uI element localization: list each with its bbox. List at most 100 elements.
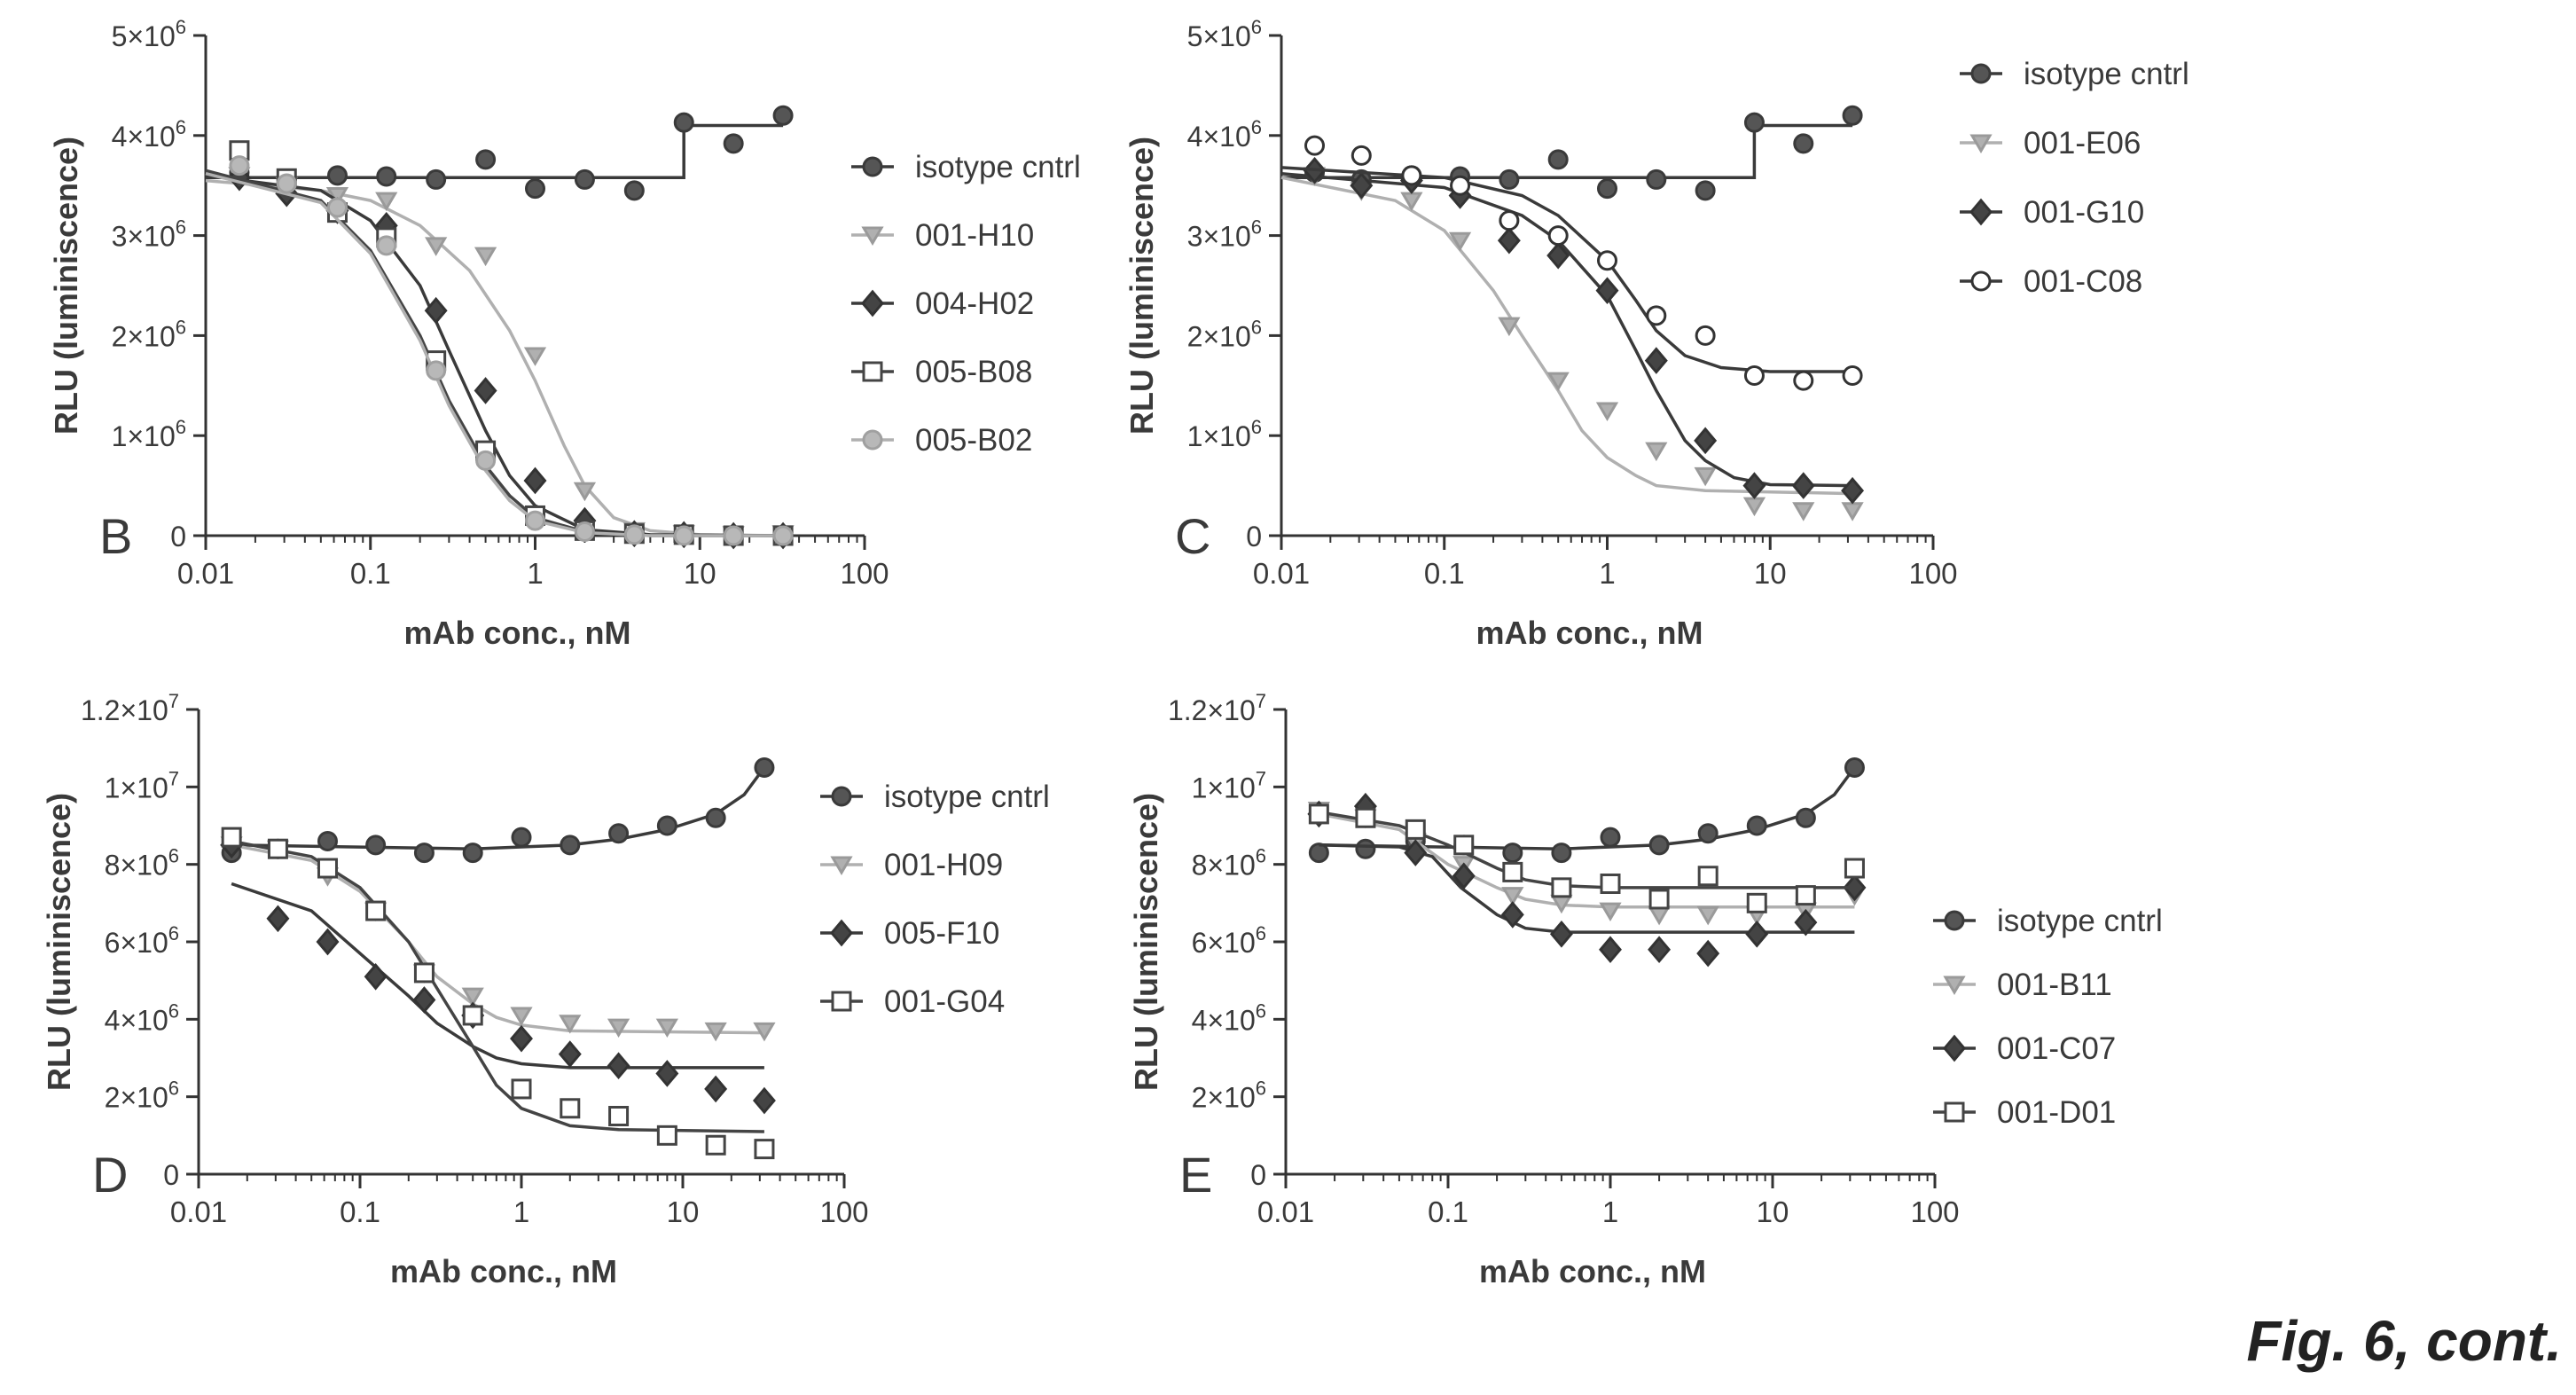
- data-point: [267, 838, 288, 859]
- data-point: [608, 823, 630, 844]
- data-point: [1697, 866, 1719, 887]
- legend-entry-005-b02: 005-B02: [851, 423, 1032, 458]
- panel-label: D: [92, 1147, 128, 1203]
- data-point: [1501, 887, 1524, 906]
- x-tick-label: 0.1: [350, 557, 391, 590]
- data-point: [772, 525, 794, 546]
- data-point: [1497, 226, 1521, 255]
- y-tick-label: 2×106: [1187, 316, 1262, 352]
- legend-label: 005-B02: [915, 423, 1032, 458]
- data-point: [412, 986, 436, 1014]
- data-point: [474, 247, 497, 267]
- data-point: [1743, 112, 1765, 133]
- data-point: [1546, 372, 1570, 392]
- legend-label: isotype cntrl: [2024, 57, 2189, 91]
- data-point: [229, 155, 250, 176]
- data-point: [623, 524, 645, 545]
- fit-curve: [205, 172, 784, 537]
- data-point: [723, 525, 744, 546]
- data-point: [1304, 135, 1326, 156]
- x-tick-label: 0.01: [1257, 1195, 1314, 1228]
- y-tick-label: 1×106: [1187, 416, 1262, 452]
- legend-entry-001-c08: 001-C08: [1960, 264, 2142, 299]
- data-point: [316, 928, 340, 956]
- series-005-f10: [220, 831, 776, 1115]
- data-point: [221, 827, 242, 848]
- data-point: [376, 166, 397, 187]
- x-tick-label: 100: [840, 557, 889, 590]
- data-point: [511, 827, 532, 848]
- data-point: [317, 830, 338, 851]
- x-tick-label: 10: [667, 1195, 700, 1228]
- legend-entry-001-g04: 001-G04: [820, 984, 1005, 1019]
- data-point: [1547, 149, 1569, 170]
- series-001-c08: [1280, 135, 1863, 391]
- data-point: [754, 757, 775, 778]
- legend-marker: [1970, 63, 1992, 84]
- x-axis-title: mAb conc., nM: [1479, 1253, 1706, 1289]
- y-axis-title: RLU (luminiscence): [1128, 793, 1164, 1091]
- data-point: [1547, 225, 1569, 247]
- legend-entry-001-b11: 001-B11: [1933, 968, 2112, 1002]
- data-point: [375, 192, 398, 212]
- data-point: [1599, 902, 1622, 922]
- x-tick-label: 1: [1599, 557, 1615, 590]
- data-point: [705, 1134, 726, 1156]
- data-point: [1600, 874, 1621, 894]
- data-point: [1697, 823, 1719, 844]
- data-point: [325, 186, 349, 207]
- data-point: [511, 1078, 532, 1100]
- chart-panel-c: 0 1×106 2×106 3×106 4×106 5×106 0.01 0.1 1 10 100 m…: [1124, 16, 2189, 651]
- data-point: [1645, 442, 1668, 462]
- panel-label: E: [1179, 1147, 1212, 1203]
- data-point: [1791, 472, 1815, 499]
- data-point: [1646, 168, 1667, 190]
- legend-label: isotype cntrl: [884, 780, 1050, 814]
- data-point: [266, 905, 290, 933]
- data-point: [426, 168, 447, 190]
- data-point: [1742, 472, 1766, 499]
- y-tick-label: 0: [1246, 521, 1262, 553]
- data-point: [523, 347, 547, 366]
- legend-marker: [1943, 1034, 1966, 1062]
- legend-marker: [1943, 976, 1966, 995]
- series-001-e06: [1280, 167, 1864, 521]
- data-point: [753, 1022, 776, 1042]
- data-point: [1401, 165, 1422, 186]
- data-point: [525, 178, 545, 200]
- legend-entry-001-g10: 001-G10: [1960, 195, 2144, 230]
- data-point: [1502, 842, 1523, 864]
- data-point: [1795, 885, 1816, 906]
- fit-curve: [231, 843, 764, 1035]
- legend-marker: [862, 361, 883, 382]
- data-point: [364, 962, 388, 991]
- legend-marker: [1969, 198, 1993, 226]
- legend-marker: [1944, 1101, 1965, 1123]
- data-point: [1746, 815, 1767, 836]
- data-point: [1405, 819, 1426, 840]
- data-point: [1355, 838, 1376, 859]
- data-point: [523, 466, 547, 495]
- data-point: [1844, 858, 1865, 879]
- data-point: [723, 133, 744, 154]
- legend-marker: [1969, 134, 1993, 153]
- data-point: [623, 180, 645, 201]
- x-axis-title: mAb conc., nM: [390, 1253, 617, 1289]
- x-tick-label: 1: [513, 1195, 529, 1228]
- data-point: [1355, 807, 1376, 828]
- series-001-d01: [1308, 803, 1865, 913]
- y-axis-title: RLU (luminiscence): [48, 137, 84, 435]
- y-tick-label: 1×106: [112, 416, 186, 452]
- legend-entry-001-e06: 001-E06: [1960, 126, 2141, 161]
- y-axis-title: RLU (luminiscence): [41, 793, 77, 1091]
- legend-label: 005-B08: [915, 355, 1032, 389]
- data-point: [607, 1052, 630, 1080]
- data-point: [1746, 892, 1767, 913]
- data-point: [525, 510, 545, 531]
- y-tick-label: 1.2×107: [81, 690, 179, 726]
- data-point: [1694, 466, 1717, 487]
- data-point: [1844, 757, 1865, 778]
- data-point: [1795, 807, 1816, 828]
- fit-curve: [1319, 766, 1856, 850]
- legend-label: 001-H09: [884, 848, 1003, 882]
